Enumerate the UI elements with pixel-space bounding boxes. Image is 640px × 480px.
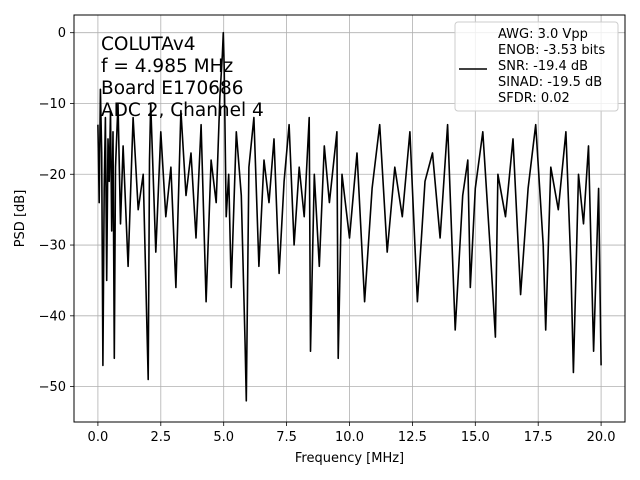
x-tick-label: 10.0 — [335, 430, 364, 445]
series-layer — [97, 31, 602, 402]
x-tick-label: 2.5 — [150, 430, 171, 445]
annotation-channel: ADC 2, Channel 4 — [101, 100, 264, 121]
legend-entry-enob: ENOB: -3.53 bits — [498, 43, 605, 58]
legend-entry-awg: AWG: 3.0 Vpp — [498, 27, 588, 42]
x-tick-label: 20.0 — [587, 430, 616, 445]
y-tick-label: −40 — [39, 309, 66, 324]
y-tick-label: −30 — [39, 239, 66, 254]
y-tick-label: 0 — [58, 26, 66, 41]
x-axis-ticks: 0.0 2.5 5.0 7.5 10.0 12.5 15.0 17.5 20.0 — [88, 422, 616, 445]
legend-box — [454, 21, 619, 112]
x-tick-label: 15.0 — [461, 430, 490, 445]
x-tick-label: 0.0 — [88, 430, 109, 445]
x-tick-label: 5.0 — [213, 430, 234, 445]
y-tick-label: −50 — [39, 380, 66, 395]
x-tick-label: 17.5 — [524, 430, 553, 445]
x-tick-label: 12.5 — [398, 430, 427, 445]
y-axis-ticks: 0 −10 −20 −30 −40 −50 — [39, 26, 74, 395]
y-tick-label: −10 — [39, 97, 66, 112]
x-axis-label: Frequency [MHz] — [295, 451, 404, 466]
psd-series-line — [97, 31, 602, 402]
annotation-block: COLUTAv4 f = 4.985 MHz Board E170686 ADC… — [101, 34, 264, 121]
x-tick-label: 7.5 — [276, 430, 297, 445]
legend-entry-sinad: SINAD: -19.5 dB — [498, 75, 602, 90]
y-tick-label: −20 — [39, 168, 66, 183]
legend-entry-snr: SNR: -19.4 dB — [498, 59, 588, 74]
annotation-board: Board E170686 — [101, 78, 244, 99]
annotation-frequency: f = 4.985 MHz — [101, 56, 233, 77]
legend: AWG: 3.0 Vpp ENOB: -3.53 bits SNR: -19.4… — [454, 21, 619, 112]
annotation-chip-name: COLUTAv4 — [101, 34, 196, 55]
legend-entry-sfdr: SFDR: 0.02 — [498, 91, 570, 106]
y-axis-label: PSD [dB] — [13, 190, 28, 248]
